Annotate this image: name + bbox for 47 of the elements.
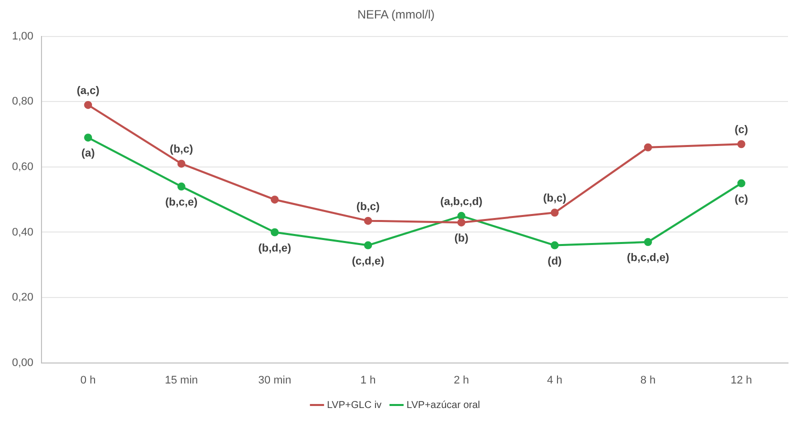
point bbox=[84, 134, 92, 142]
annotation: (a) bbox=[81, 148, 96, 160]
x-tick-label: 15 min bbox=[164, 374, 198, 386]
x-tick-label: 8 h bbox=[640, 374, 656, 386]
y-tick-label: 0,00 bbox=[12, 356, 34, 369]
legend-label: LVP+azúcar oral bbox=[406, 400, 480, 411]
point bbox=[737, 179, 746, 188]
point bbox=[177, 182, 186, 191]
x-tick-label: 1 h bbox=[360, 374, 376, 386]
annotation: (b,c) bbox=[543, 192, 567, 205]
y-tick-label: 0,80 bbox=[12, 96, 34, 108]
x-tick-label: 2 h bbox=[454, 374, 470, 386]
point bbox=[550, 241, 559, 250]
point bbox=[457, 218, 466, 226]
legend-label: LVP+GLC iv bbox=[326, 400, 382, 411]
x-tick-label: 30 min bbox=[258, 374, 292, 386]
point bbox=[457, 212, 466, 220]
annotation: (a,c) bbox=[76, 84, 100, 97]
y-tick-label: 0,40 bbox=[12, 226, 34, 238]
annotation: (b,c,d,e) bbox=[626, 252, 670, 264]
point bbox=[644, 238, 652, 246]
point bbox=[270, 196, 279, 204]
x-tick-label: 0 h bbox=[80, 374, 96, 386]
point bbox=[84, 100, 92, 109]
y-tick-label: 1,00 bbox=[12, 30, 34, 42]
point bbox=[550, 208, 559, 217]
annotation: (b,c,e) bbox=[165, 196, 198, 209]
chart-title: NEFA (mmol/l) bbox=[357, 8, 435, 22]
annotation: (d) bbox=[548, 255, 562, 268]
annotation: (c) bbox=[734, 124, 748, 136]
point bbox=[270, 228, 279, 236]
annotation: (b,d,e) bbox=[258, 242, 292, 254]
point bbox=[177, 160, 186, 168]
annotation: (b) bbox=[454, 232, 469, 244]
point bbox=[644, 143, 652, 152]
annotation: (b,c) bbox=[356, 200, 380, 213]
x-tick-label: 4 h bbox=[547, 374, 562, 386]
x-tick-label: 12 h bbox=[730, 374, 752, 386]
annotation: (b,c) bbox=[170, 144, 194, 156]
annotation: (c,d,e) bbox=[352, 255, 385, 268]
point bbox=[364, 216, 372, 225]
annotation: (a,b,c,d) bbox=[440, 196, 483, 208]
y-tick-label: 0,20 bbox=[12, 292, 34, 304]
point bbox=[364, 241, 372, 250]
point bbox=[737, 140, 746, 148]
annotation: (c) bbox=[734, 193, 748, 206]
y-tick-label: 0,60 bbox=[12, 160, 34, 173]
